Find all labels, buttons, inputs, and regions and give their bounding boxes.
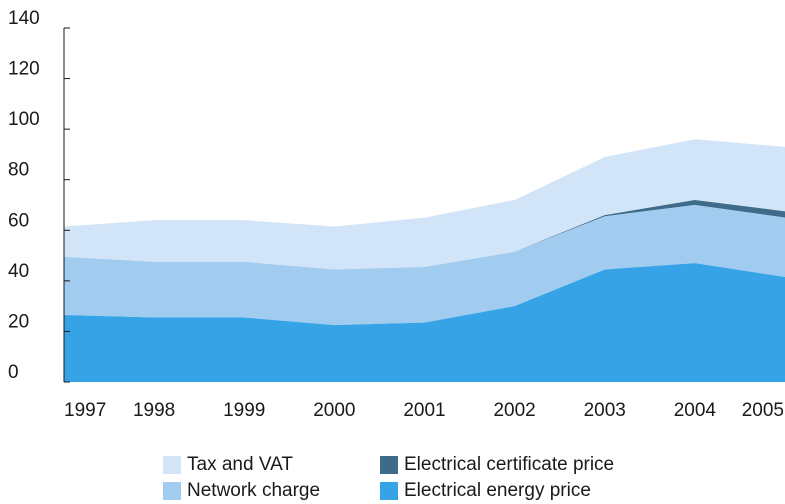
y-tick-label: 20 (8, 311, 29, 332)
x-tick-label: 2000 (313, 400, 355, 421)
y-tick-label: 120 (8, 59, 40, 80)
y-tick-label: 60 (8, 210, 29, 231)
x-tick-label: 1998 (133, 400, 175, 421)
y-tick-label: 140 (8, 8, 40, 29)
area-tax-and-vat (64, 139, 785, 270)
y-tick-label: 40 (8, 261, 29, 282)
area-electrical-certificate-price (64, 199, 785, 270)
x-tick-label: 2004 (674, 400, 717, 421)
x-tick-label: 1999 (223, 400, 265, 421)
x-tick-label: 1997 (64, 400, 106, 421)
y-tick-label: 0 (8, 362, 19, 383)
x-tick-label: 2005 (742, 400, 784, 421)
x-tick-label: 2002 (493, 400, 535, 421)
y-tick-label: 80 (8, 160, 29, 181)
y-tick-label: 100 (8, 109, 40, 130)
area-electrical-energy-price (64, 263, 785, 382)
x-tick-label: 2003 (584, 400, 626, 421)
x-tick-label: 2001 (403, 400, 445, 421)
area-network-charge (64, 205, 785, 326)
